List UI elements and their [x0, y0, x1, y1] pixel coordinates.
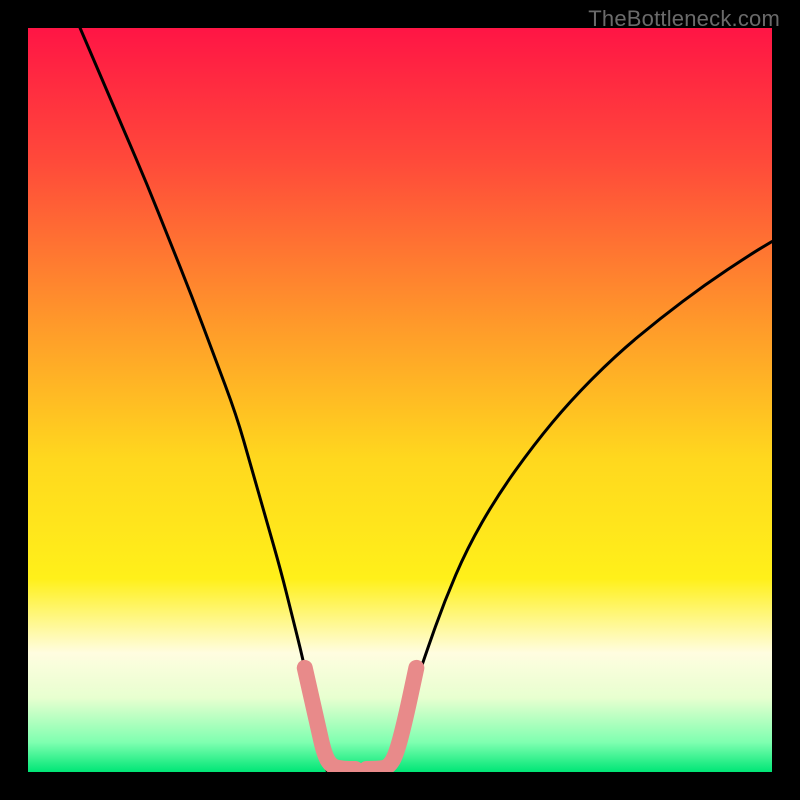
plot-svg — [28, 28, 772, 772]
gradient-background — [28, 28, 772, 772]
watermark-text: TheBottleneck.com — [588, 6, 780, 32]
plot-area — [28, 28, 772, 772]
